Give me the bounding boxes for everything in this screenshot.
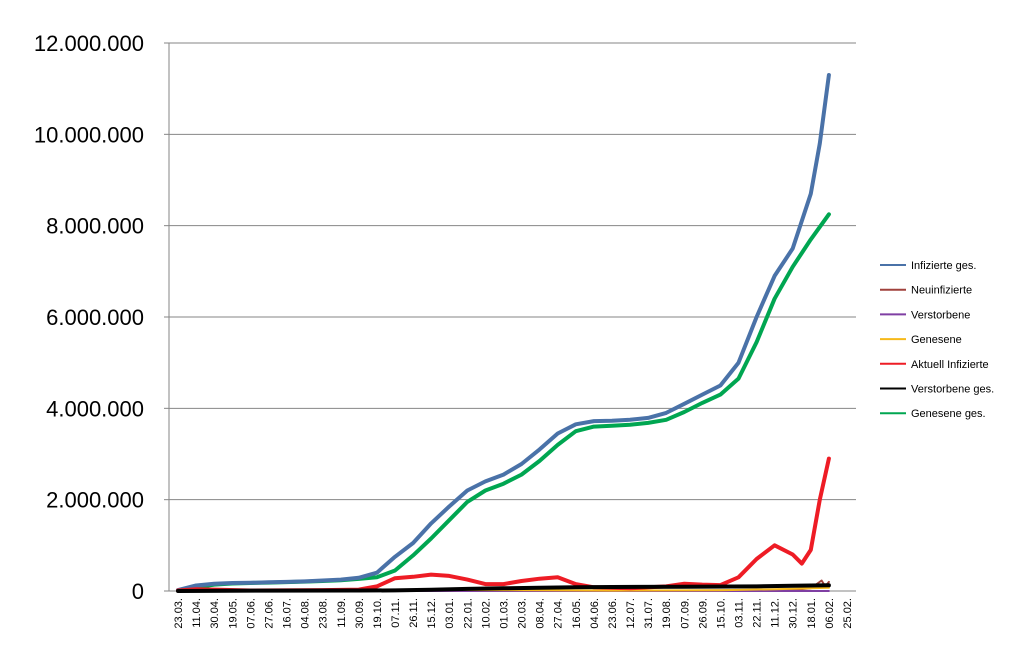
x-tick-label: 01.03. xyxy=(498,598,510,629)
x-tick-label: 23.03. xyxy=(173,598,185,629)
x-tick-label: 20.03. xyxy=(517,598,529,629)
x-tick-label: 27.06. xyxy=(263,598,275,629)
x-tick-labels: 23.03. 11.04. 30.04. 19.05. 07.06. 27.06. 16.0… xyxy=(173,598,854,629)
y-tick-label: 0 xyxy=(132,579,144,604)
x-tick-label: 12.07. xyxy=(625,598,637,629)
legend-entry: Genesene ges. xyxy=(911,408,986,420)
series-lines xyxy=(176,73,831,593)
y-tick-labels: 0 2.000.000 4.000.000 6.000.000 8.000.000 10.… xyxy=(34,31,144,604)
x-tick-label: 03.01. xyxy=(444,598,456,629)
x-tick-label: 30.04. xyxy=(209,598,221,629)
y-tick-label: 6.000.000 xyxy=(46,305,144,330)
x-tick-label: 04.06. xyxy=(589,598,601,629)
y-tick-label: 12.000.000 xyxy=(34,31,144,56)
series-line-0 xyxy=(176,73,831,593)
y-tick-label: 10.000.000 xyxy=(34,122,144,147)
x-tick-label: 30.09. xyxy=(354,598,366,629)
x-tick-label: 30.12. xyxy=(788,598,800,629)
x-tick-label: 26.09. xyxy=(697,598,709,629)
x-tick-label: 22.11. xyxy=(752,598,764,628)
x-tick-label: 23.06. xyxy=(607,598,619,629)
x-tick-label: 15.10. xyxy=(715,598,727,629)
x-tick-label: 03.11. xyxy=(733,598,745,628)
x-tick-label: 10.02. xyxy=(480,598,492,629)
x-tick-label: 19.05. xyxy=(227,598,239,629)
x-tick-label: 18.01. xyxy=(806,598,818,629)
x-tick-label: 11.12. xyxy=(770,598,782,628)
legend-entry: Verstorbene ges. xyxy=(911,384,994,396)
x-tick-label: 23.08. xyxy=(318,598,330,629)
series-line-4 xyxy=(176,456,831,593)
x-tick-label: 16.05. xyxy=(571,598,583,629)
legend-entry: Verstorbene xyxy=(911,309,970,321)
x-tick-label: 15.12. xyxy=(426,598,438,629)
x-tick-label: 19.08. xyxy=(661,598,673,629)
y-tick-label: 4.000.000 xyxy=(46,396,144,421)
x-tick-label: 04.08. xyxy=(300,598,312,629)
y-tick-label: 2.000.000 xyxy=(46,488,144,513)
x-tick-label: 08.04. xyxy=(535,598,547,629)
x-tick-label: 07.06. xyxy=(245,598,257,629)
legend-entry: Infizierte ges. xyxy=(911,260,976,272)
series-line-5 xyxy=(176,583,831,593)
x-tick-label: 11.04. xyxy=(191,598,203,628)
x-tick-label: 16.07. xyxy=(282,598,294,629)
x-tick-label: 07.11. xyxy=(390,598,402,628)
series-line-6 xyxy=(176,212,831,593)
x-tick-label: 19.10. xyxy=(372,598,384,629)
x-tick-label: 31.07. xyxy=(643,598,655,629)
legend-entry: Neuinfizierte xyxy=(911,285,972,297)
x-tick-label: 27.04. xyxy=(553,598,565,629)
legend-entry: Aktuell Infizierte xyxy=(911,359,989,371)
x-tick-label: 22.01. xyxy=(462,598,474,629)
legend-entry: Genesene xyxy=(911,334,962,346)
x-tick-label: 26.11. xyxy=(408,598,420,628)
gridlines xyxy=(164,42,856,592)
y-tick-label: 8.000.000 xyxy=(46,214,144,239)
x-tick-label: 25.02. xyxy=(842,598,854,629)
x-tick-label: 11.09. xyxy=(336,598,348,628)
legend: Infizierte ges. Neuinfizierte Verstorbene G… xyxy=(880,260,994,420)
x-tick-label: 06.02. xyxy=(824,598,836,629)
x-tick-label: 07.09. xyxy=(679,598,691,629)
